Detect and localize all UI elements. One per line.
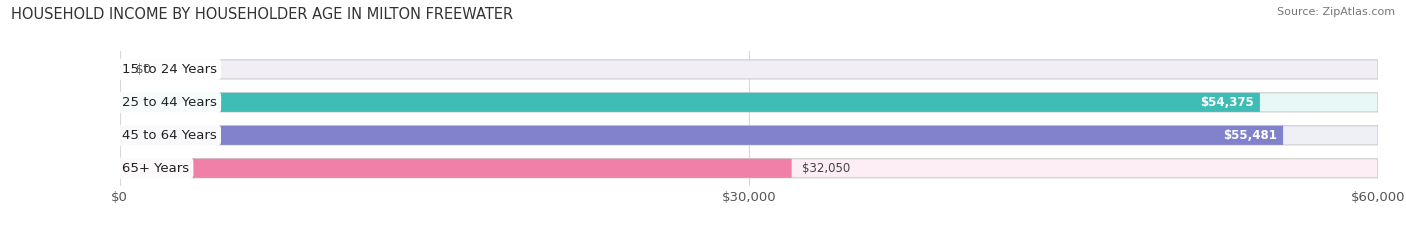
Text: Source: ZipAtlas.com: Source: ZipAtlas.com: [1277, 7, 1395, 17]
Text: 65+ Years: 65+ Years: [122, 162, 190, 175]
FancyBboxPatch shape: [120, 93, 1260, 112]
Text: $0: $0: [136, 63, 150, 76]
Text: 25 to 44 Years: 25 to 44 Years: [122, 96, 217, 109]
Text: 45 to 64 Years: 45 to 64 Years: [122, 129, 217, 142]
Text: $54,375: $54,375: [1199, 96, 1254, 109]
Text: 15 to 24 Years: 15 to 24 Years: [122, 63, 217, 76]
FancyBboxPatch shape: [120, 126, 1284, 145]
Text: $55,481: $55,481: [1223, 129, 1277, 142]
FancyBboxPatch shape: [120, 60, 1378, 79]
Text: HOUSEHOLD INCOME BY HOUSEHOLDER AGE IN MILTON FREEWATER: HOUSEHOLD INCOME BY HOUSEHOLDER AGE IN M…: [11, 7, 513, 22]
FancyBboxPatch shape: [120, 126, 1378, 145]
FancyBboxPatch shape: [120, 93, 1378, 112]
FancyBboxPatch shape: [120, 159, 1378, 178]
Text: $32,050: $32,050: [801, 162, 851, 175]
FancyBboxPatch shape: [120, 159, 792, 178]
